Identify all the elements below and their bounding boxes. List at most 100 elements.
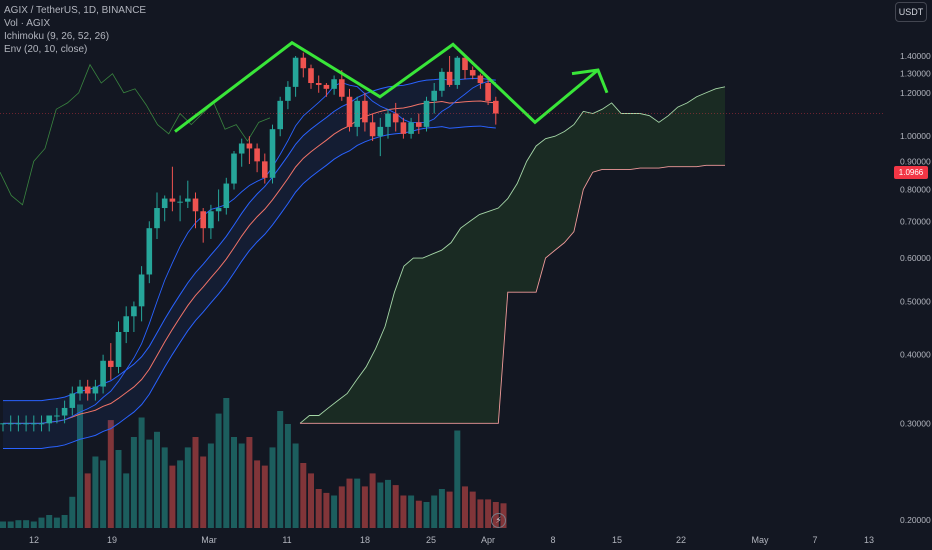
volume-bar [354,478,361,528]
x-tick-label: 19 [107,535,117,545]
candle-body [377,126,384,137]
legend: AGIX / TetherUS, 1D, BINANCE Vol · AGIX … [4,4,146,56]
legend-ichimoku[interactable]: Ichimoku (9, 26, 52, 26) [4,31,110,42]
y-tick-label: 1.00000 [900,131,931,141]
candle-body [262,161,268,178]
candle-body [200,211,206,229]
candle-body [146,228,153,275]
x-tick-label: 11 [282,535,291,545]
volume-bar [169,465,176,528]
volume-bar [400,495,407,528]
candle-body [15,423,22,425]
volume-bar [438,489,445,528]
candle-body [308,68,314,84]
volume-bar [277,411,284,528]
volume-bar [115,450,122,528]
candle-body [323,84,330,89]
volume-bar [184,447,191,528]
volume-bar [423,502,430,528]
volume-bar [107,420,114,528]
volume-bar [292,443,299,528]
candle-body [92,386,99,394]
candle-body [246,143,253,149]
axes: 0.20000 0.30000 0.40000 0.50000 0.60000 0.700… [0,51,931,545]
candle-body [439,71,445,91]
candle-body [493,100,499,114]
volume-bar [431,495,438,528]
x-tick-label: Mar [201,535,217,545]
volume-bar [223,398,230,528]
lightning-icon[interactable]: ⚡ [491,513,506,528]
currency-button[interactable]: USDT [895,2,927,22]
pattern-line [174,40,599,133]
candle-body [223,183,230,209]
y-tick-label: 1.40000 [900,51,931,61]
volume-bar [207,443,214,528]
leading-span-a [299,86,726,424]
volume-bar [469,491,476,528]
volume-bar [315,489,322,528]
volume-bar [408,495,415,528]
candle-body [0,423,6,425]
candle-body [23,423,29,425]
candle-body [61,407,68,416]
volume-bar [261,465,268,528]
candle-body [292,57,299,87]
candle-body [254,148,260,162]
x-tick-label: 25 [426,535,436,545]
candle-body [469,70,476,76]
volume-bar [477,499,484,528]
y-tick-label: 0.40000 [900,350,931,360]
candle-body [400,122,407,134]
lagging-span-line [0,63,271,206]
candle-body [231,153,237,184]
candle-body [46,415,52,424]
candle-body [331,79,337,89]
volume-bar [238,443,245,528]
volume-bar [246,437,253,528]
candle-body [154,208,160,229]
volume-bar [15,520,22,528]
volume-bar [369,473,376,528]
volume-bar [323,492,330,528]
volume-bar [46,515,53,528]
candle-body [38,423,45,425]
volume-bar [92,456,99,528]
volume-bar [192,437,199,528]
legend-volume[interactable]: Vol · AGIX [4,18,51,29]
volume-bar [123,473,130,528]
volume-bar [61,515,68,528]
candle-body [416,122,422,127]
pattern-arrowhead [571,68,609,94]
volume-bar [284,424,291,528]
leading-span-b [300,164,725,424]
candle-body [131,306,137,317]
legend-symbol[interactable]: AGIX / TetherUS, 1D, BINANCE [4,5,147,16]
volume-bar [269,447,276,528]
candle-body [185,198,191,202]
candle-body [115,331,122,367]
candle-body [108,360,114,367]
candle-body [277,100,283,130]
volume-bar [300,463,307,528]
volume-bar [146,439,153,528]
volume-bar [177,460,184,528]
candle-body [123,316,129,332]
candle-body [300,57,307,69]
last-price-tag: 1.0966 [894,166,928,179]
volume-bar [30,521,37,528]
volume-bar [84,473,91,528]
volume-bar [254,460,261,528]
legend-envelope[interactable]: Env (20, 10, close) [4,44,88,55]
ichimoku-cloud [299,86,726,424]
volume-bar [77,404,83,528]
volume-bar [23,520,30,528]
candle-body [138,274,145,307]
candle-body [339,79,345,97]
y-tick-label: 0.70000 [900,216,931,226]
x-tick-label: May [751,535,769,545]
volume-bar [7,521,14,528]
volume-bar [0,521,6,528]
candle-body [392,113,399,123]
